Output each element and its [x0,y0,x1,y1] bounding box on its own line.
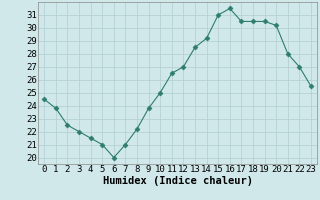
X-axis label: Humidex (Indice chaleur): Humidex (Indice chaleur) [103,176,252,186]
